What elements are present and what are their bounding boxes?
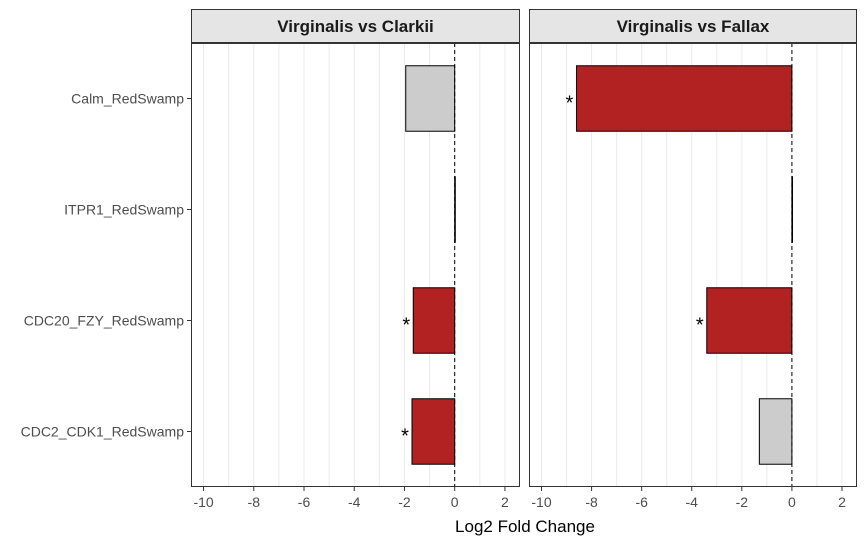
x-tick-label: -4 xyxy=(686,494,699,510)
facet-strip xyxy=(529,9,857,43)
category-label: CDC2_CDK1_RedSwamp xyxy=(21,424,185,440)
facet-panel: Virginalis vs Clarkii * * -10 -8 -6 -4 -2 0 2 xyxy=(191,9,520,510)
x-tick-label: -2 xyxy=(398,494,411,510)
x-tick-label: -10 xyxy=(193,494,213,510)
panels-layer: Virginalis vs Clarkii**-10 -8 -6 -4 -2 0 2Virg… xyxy=(191,9,857,510)
bar xyxy=(576,65,793,132)
x-tick-label: -6 xyxy=(298,494,311,510)
facet-title: Virginalis vs Clarkii xyxy=(277,17,434,36)
significance-marker: * xyxy=(401,426,409,448)
x-tick-label: -2 xyxy=(736,494,749,510)
bar xyxy=(758,398,793,465)
x-tick-label: -8 xyxy=(585,494,598,510)
category-label: ITPR1_RedSwamp xyxy=(64,202,184,218)
panel-border xyxy=(529,43,857,487)
x-tick-label: 2 xyxy=(838,494,846,510)
panel-background xyxy=(191,43,520,487)
x-tick-label: -8 xyxy=(248,494,261,510)
bar xyxy=(706,287,793,354)
category-labels: Calm_RedSwamp ITPR1_RedSwamp CDC20_FZY_Red… xyxy=(21,91,191,440)
facet-panel: Virginalis vs Fallax * * -10 -8 -6 -4 -2 0 2 xyxy=(529,9,857,510)
category-label: Calm_RedSwamp xyxy=(71,91,184,107)
bar xyxy=(411,398,456,465)
category-label: CDC20_FZY_RedSwamp xyxy=(24,313,184,329)
x-tick-label: -6 xyxy=(635,494,648,510)
significance-marker: * xyxy=(696,315,704,337)
panel-border xyxy=(191,43,520,487)
significance-marker: * xyxy=(566,93,574,115)
x-tick-label: 2 xyxy=(501,494,509,510)
bar xyxy=(405,65,456,132)
x-tick-label: 0 xyxy=(788,494,796,510)
x-tick-label: -4 xyxy=(348,494,361,510)
significance-marker: * xyxy=(402,315,410,337)
bar xyxy=(412,287,456,354)
x-tick-label: 0 xyxy=(451,494,459,510)
facet-strip xyxy=(191,9,520,43)
x-tick-label: -10 xyxy=(531,494,551,510)
x-axis-title: Log2 Fold Change xyxy=(455,517,595,536)
facet-title: Virginalis vs Fallax xyxy=(617,17,770,36)
